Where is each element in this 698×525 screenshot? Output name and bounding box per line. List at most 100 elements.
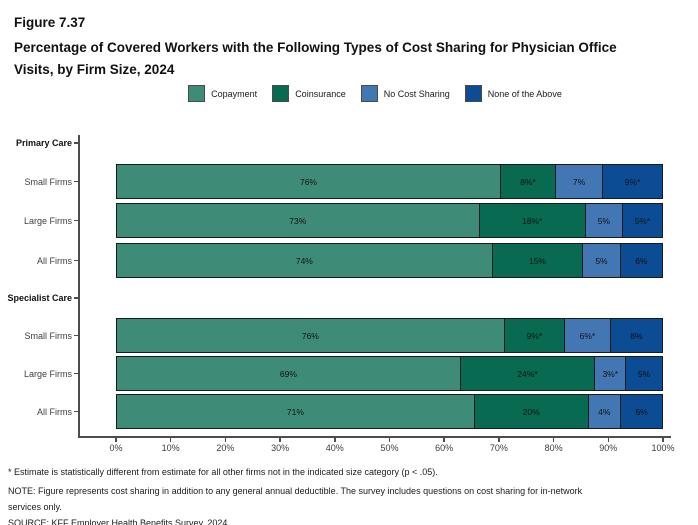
legend-item-coinsurance: Coinsurance <box>272 85 346 102</box>
x-axis-tick-label: 30% <box>271 443 290 453</box>
legend-label: Coinsurance <box>295 88 346 99</box>
bar-value-label: 15% <box>528 255 546 266</box>
bar-segment-copayment: 76% <box>117 319 505 352</box>
bar-segment-no-cost-sharing: 7% <box>556 165 604 198</box>
y-axis-line <box>78 135 80 437</box>
y-axis-category-label: All Firms <box>37 406 72 417</box>
y-axis-tick <box>73 219 78 222</box>
legend-swatch-icon <box>188 85 206 102</box>
bar-row-specialist-all-firms: 71% 20% 4% 6% <box>116 394 663 429</box>
chart-title: Percentage of Covered Workers with the F… <box>14 40 617 77</box>
bar-value-label: 71% <box>286 406 304 417</box>
bar-row-primary-small-firms: 76% 8%* 7% 9%* <box>116 164 663 199</box>
bar-value-label: 7% <box>572 176 586 187</box>
y-axis-tick <box>73 259 78 262</box>
x-axis-tick-label: 100% <box>651 443 675 453</box>
y-axis-category-label: Large Firms <box>23 215 72 226</box>
y-axis-category-label: All Firms <box>37 255 72 266</box>
bar-segment-coinsurance: 15% <box>492 244 584 277</box>
y-axis-category-label: Small Firms <box>24 176 73 187</box>
x-axis-tick <box>279 437 281 442</box>
y-axis-group-label: Primary Care <box>15 138 72 148</box>
bar-segment-no-cost-sharing: 5% <box>585 204 623 237</box>
footnote-significance: * Estimate is statistically different fr… <box>8 467 438 477</box>
footnote-note-line2: services only. <box>8 502 62 512</box>
bar-value-label: 76% <box>299 176 317 187</box>
bar-value-label: 76% <box>301 330 319 341</box>
x-axis-tick <box>115 437 117 442</box>
legend-swatch-icon <box>464 85 482 102</box>
bar-segment-coinsurance: 24%* <box>460 357 596 390</box>
bar-value-label: 4% <box>598 406 611 417</box>
bar-segment-no-cost-sharing: 3%* <box>595 357 627 390</box>
bar-segment-copayment: 74% <box>117 244 493 277</box>
legend-label: No Cost Sharing <box>383 88 450 99</box>
y-axis-tick <box>73 297 78 299</box>
bar-segment-coinsurance: 20% <box>474 395 589 428</box>
x-axis-tick-label: 50% <box>380 443 399 453</box>
x-axis-tick <box>662 437 664 442</box>
bar-row-primary-large-firms: 73% 18%* 5% 5%* <box>116 203 663 238</box>
y-axis-tick <box>73 142 78 144</box>
bar-segment-copayment: 71% <box>117 395 475 428</box>
bar-segment-none-of-the-above: 5%* <box>622 204 663 237</box>
bar-segment-copayment: 76% <box>117 165 501 198</box>
legend-swatch-icon <box>360 85 378 102</box>
bar-value-label: 5% <box>595 255 608 266</box>
bar-segment-copayment: 73% <box>117 204 480 237</box>
bar-value-label: 8% <box>630 330 643 341</box>
figure-label: Figure 7.37 <box>14 15 86 30</box>
x-axis-tick <box>607 437 610 442</box>
bar-value-label: 8%* <box>520 176 536 187</box>
bar-segment-none-of-the-above: 6% <box>620 395 662 428</box>
legend-item-none-of-the-above: None of the Above <box>464 85 562 102</box>
bar-value-label: 24%* <box>517 368 538 379</box>
legend: Copayment Coinsurance No Cost Sharing None … <box>78 85 672 102</box>
x-axis-tick-label: 20% <box>216 443 235 453</box>
bar-segment-copayment: 69% <box>117 357 461 390</box>
bar-segment-coinsurance: 18%* <box>479 204 586 237</box>
bar-row-specialist-large-firms: 69% 24%* 3%* 5% <box>116 356 663 391</box>
legend-swatch-icon <box>272 85 290 102</box>
bar-value-label: 9%* <box>526 330 543 341</box>
bar-value-label: 20% <box>522 406 540 417</box>
x-axis-tick-label: 90% <box>599 443 618 453</box>
y-axis-category-label: Large Firms <box>23 368 72 379</box>
x-axis-tick <box>443 437 445 442</box>
bar-segment-none-of-the-above: 6% <box>620 244 662 277</box>
x-axis-tick <box>552 437 555 442</box>
legend-item-copayment: Copayment <box>188 85 257 102</box>
y-axis-category-label: Small Firms <box>24 330 73 341</box>
bar-value-label: 73% <box>289 215 307 226</box>
x-axis-tick-label: 60% <box>435 443 454 453</box>
y-axis-tick <box>73 372 78 375</box>
bar-value-label: 6%* <box>579 330 596 341</box>
footnote-source: SOURCE: KFF Employer Health Benefits Sur… <box>8 518 228 525</box>
bar-value-label: 5%* <box>634 215 651 226</box>
bar-row-specialist-small-firms: 76% 9%* 6%* 8% <box>116 318 663 353</box>
bar-value-label: 5% <box>637 368 651 379</box>
bar-value-label: 18%* <box>522 215 543 226</box>
x-axis-line <box>78 436 671 438</box>
bar-value-label: 6% <box>635 255 648 266</box>
x-axis-tick-label: 80% <box>544 443 563 453</box>
x-axis-tick-label: 40% <box>325 443 344 453</box>
bar-segment-no-cost-sharing: 5% <box>583 244 621 277</box>
x-axis-tick <box>498 437 500 442</box>
x-axis-tick <box>334 437 336 442</box>
legend-label: None of the Above <box>487 88 562 99</box>
y-axis-tick <box>73 334 78 337</box>
y-axis-group-label: Specialist Care <box>7 293 72 303</box>
bar-value-label: 9%* <box>624 176 641 187</box>
bar-segment-none-of-the-above: 5% <box>626 357 663 390</box>
x-axis-tick <box>224 437 227 442</box>
bar-segment-no-cost-sharing: 4% <box>588 395 621 428</box>
bar-segment-no-cost-sharing: 6%* <box>565 319 611 352</box>
footnote-note-line1: NOTE: Figure represents cost sharing in … <box>8 486 583 496</box>
legend-item-no-cost-sharing: No Cost Sharing <box>360 85 450 102</box>
bar-value-label: 74% <box>295 255 313 266</box>
bar-segment-none-of-the-above: 8% <box>610 319 662 352</box>
y-axis-tick <box>73 410 78 413</box>
